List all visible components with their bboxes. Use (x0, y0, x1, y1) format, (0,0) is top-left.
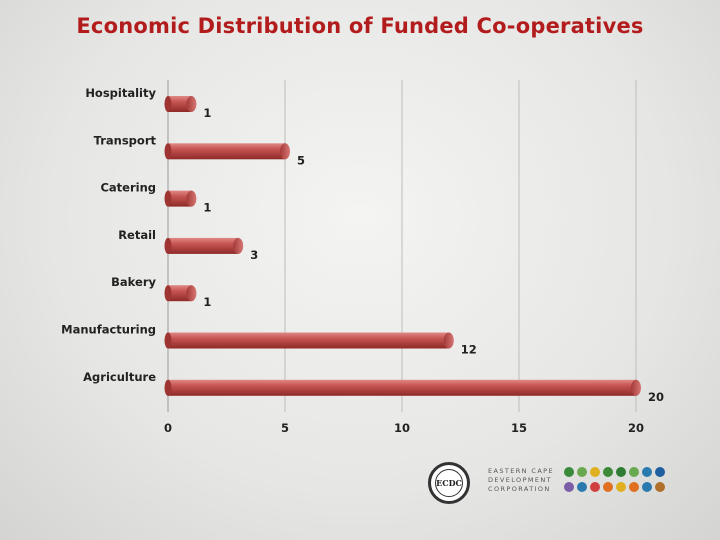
bar-start-cap (164, 96, 172, 112)
value-label: 1 (203, 106, 211, 120)
value-label: 5 (297, 153, 305, 167)
category-label: Transport (94, 133, 157, 147)
bar-chart: 0 5 10 15 20 Hospitality 1 Transport 5 Catering 1 R… (61, 80, 664, 435)
bar-end-cap (280, 143, 290, 160)
value-label: 12 (461, 343, 477, 357)
bar-body (168, 237, 239, 254)
category-label: Catering (100, 181, 156, 195)
sector-icon-row (564, 467, 698, 477)
sector-icon (642, 467, 652, 477)
bar-end-cap (186, 285, 197, 302)
sector-icon (577, 482, 587, 492)
x-tick-label: 15 (511, 421, 527, 435)
sector-icon (590, 467, 600, 477)
bar-hospitality (164, 96, 197, 112)
bar-end-cap (186, 190, 197, 207)
bar-body (168, 379, 636, 396)
value-label: 20 (648, 390, 664, 404)
bar-body (168, 332, 449, 349)
sector-icon (564, 467, 574, 477)
sector-icon (655, 482, 665, 492)
sector-icon (616, 467, 626, 477)
ecdc-logo: ECDC (428, 462, 470, 504)
x-tick-label: 0 (164, 421, 172, 435)
x-tick-label: 10 (394, 421, 410, 435)
bars-group (164, 96, 641, 396)
bar-body (168, 285, 192, 302)
category-label: Hospitality (85, 86, 156, 100)
sector-icon (590, 482, 600, 492)
chart-title: Economic Distribution of Funded Co-opera… (76, 14, 644, 38)
bar-body (168, 143, 285, 160)
sector-icon (642, 482, 652, 492)
bar-end-cap (631, 379, 641, 396)
org-name-line: DEVELOPMENT (488, 476, 553, 484)
sector-icon (655, 467, 665, 477)
sector-icon-row (564, 482, 698, 492)
value-label: 1 (203, 295, 211, 309)
category-label: Agriculture (83, 370, 156, 384)
bar-retail (164, 237, 244, 254)
value-label: 1 (203, 201, 211, 215)
bar-start-cap (164, 285, 172, 302)
x-tick-label: 5 (281, 421, 289, 435)
sector-icons (564, 467, 698, 497)
bar-start-cap (164, 190, 172, 207)
bar-end-cap (186, 96, 197, 112)
category-label: Manufacturing (61, 323, 156, 337)
bar-end-cap (233, 237, 244, 254)
org-name-line: CORPORATION (488, 485, 551, 493)
bar-catering (164, 190, 197, 207)
org-name-line: EASTERN CAPE (488, 467, 555, 475)
org-name: EASTERN CAPE DEVELOPMENT CORPORATION (488, 467, 560, 494)
sector-icon (629, 482, 639, 492)
category-label: Bakery (111, 275, 156, 289)
x-tick-label: 20 (628, 421, 644, 435)
bar-agriculture (164, 379, 641, 396)
sector-icon (577, 467, 587, 477)
sector-icon (629, 467, 639, 477)
bar-body (168, 190, 192, 207)
grid-lines (167, 80, 637, 412)
sector-icon (603, 467, 613, 477)
category-label: Retail (118, 228, 156, 242)
labels-group: 0 5 10 15 20 Hospitality 1 Transport 5 Catering 1 R… (61, 86, 664, 435)
bar-bakery (164, 285, 197, 302)
bar-start-cap (164, 332, 172, 349)
bar-transport (164, 143, 290, 160)
bar-body (168, 96, 192, 112)
bar-manufacturing (164, 332, 454, 349)
bar-end-cap (443, 332, 454, 349)
bar-start-cap (164, 143, 172, 160)
bar-start-cap (164, 237, 172, 254)
bar-start-cap (164, 379, 172, 396)
value-label: 3 (250, 248, 258, 262)
sector-icon (603, 482, 613, 492)
footer-branding: ECDC EASTERN CAPE DEVELOPMENT CORPORATIO… (428, 462, 698, 506)
sector-icon (616, 482, 626, 492)
ecdc-logo-text: ECDC (435, 469, 463, 497)
sector-icon (564, 482, 574, 492)
